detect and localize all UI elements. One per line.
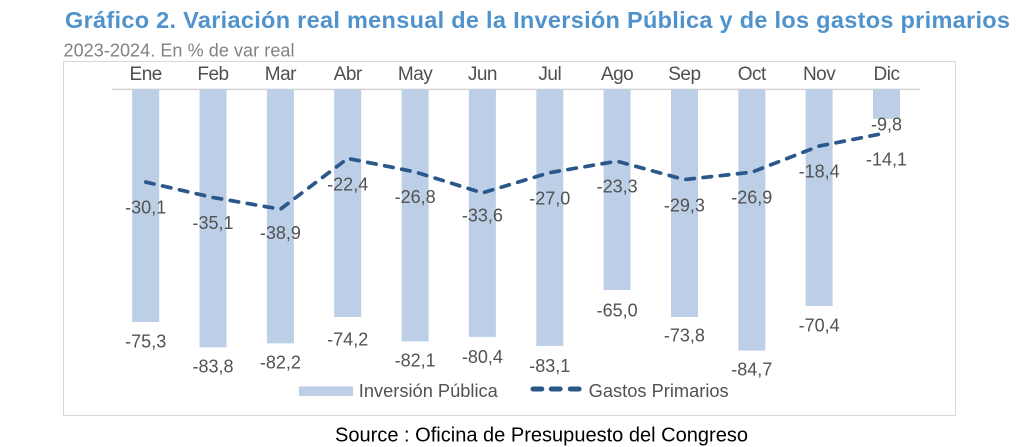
svg-text:Inversión Pública: Inversión Pública — [359, 381, 499, 401]
svg-text:-27,0: -27,0 — [529, 189, 570, 209]
svg-text:-35,1: -35,1 — [192, 213, 233, 233]
svg-text:Source : Oficina de Presupuest: Source : Oficina de Presupuesto del Cong… — [335, 425, 748, 447]
svg-text:Jul: Jul — [538, 64, 561, 85]
svg-text:Sep: Sep — [668, 64, 700, 85]
svg-text:-23,3: -23,3 — [597, 177, 638, 197]
svg-text:-84,7: -84,7 — [731, 360, 772, 380]
svg-text:May: May — [398, 64, 433, 85]
svg-text:Nov: Nov — [803, 64, 836, 85]
svg-text:-83,8: -83,8 — [192, 357, 233, 377]
svg-text:Ago: Ago — [601, 64, 633, 85]
svg-text:-26,8: -26,8 — [395, 187, 436, 207]
svg-text:2023-2024. En % de var real: 2023-2024. En % de var real — [64, 40, 295, 60]
svg-text:-74,2: -74,2 — [327, 330, 368, 350]
svg-text:-14,1: -14,1 — [866, 150, 907, 170]
svg-text:-70,4: -70,4 — [799, 316, 840, 336]
svg-text:-29,3: -29,3 — [664, 196, 705, 216]
svg-text:-18,4: -18,4 — [799, 162, 840, 182]
svg-text:-9,8: -9,8 — [871, 115, 902, 135]
svg-text:Jun: Jun — [468, 64, 497, 85]
svg-text:Mar: Mar — [265, 64, 297, 85]
svg-text:-80,4: -80,4 — [462, 347, 503, 367]
svg-text:Gastos Primarios: Gastos Primarios — [589, 381, 729, 401]
svg-text:Abr: Abr — [334, 64, 363, 85]
svg-text:-33,6: -33,6 — [462, 206, 503, 226]
svg-text:-26,9: -26,9 — [731, 188, 772, 208]
svg-text:Feb: Feb — [197, 64, 228, 85]
svg-text:-82,2: -82,2 — [260, 353, 301, 373]
svg-text:-83,1: -83,1 — [529, 356, 570, 376]
svg-text:-38,9: -38,9 — [260, 223, 301, 243]
svg-text:-22,4: -22,4 — [327, 175, 368, 195]
svg-text:Gráfico 2. Variación real mens: Gráfico 2. Variación real mensual de la … — [65, 7, 1010, 33]
svg-text:-75,3: -75,3 — [125, 332, 166, 352]
svg-text:Ene: Ene — [130, 64, 162, 85]
svg-text:-73,8: -73,8 — [664, 326, 705, 346]
svg-text:-82,1: -82,1 — [395, 351, 436, 371]
svg-text:Dic: Dic — [874, 64, 900, 85]
svg-text:-30,1: -30,1 — [125, 198, 166, 218]
svg-text:Oct: Oct — [738, 64, 767, 85]
svg-text:-65,0: -65,0 — [597, 301, 638, 321]
